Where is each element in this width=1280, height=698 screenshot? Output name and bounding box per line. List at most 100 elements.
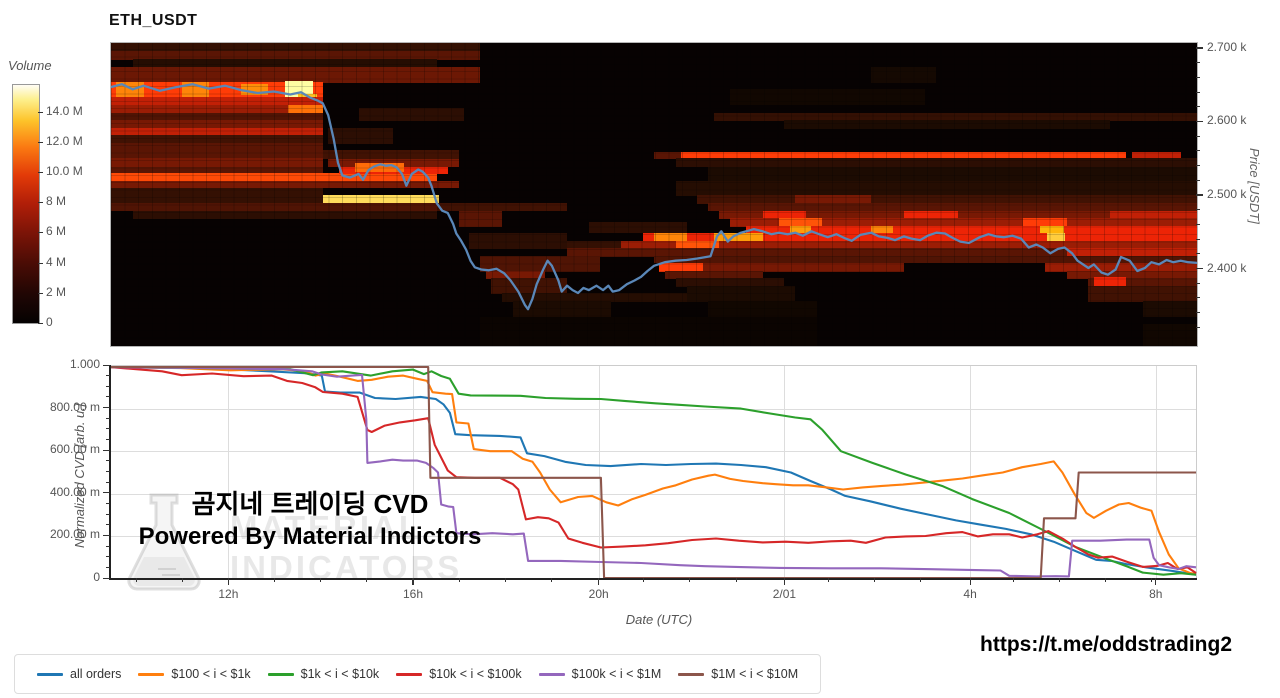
cvd-minor-tick: [106, 481, 110, 483]
heat-band: [871, 67, 937, 83]
heat-band: [1110, 210, 1197, 219]
heat-band: [1023, 218, 1067, 227]
price-major-tick: [1196, 194, 1203, 196]
price-minor-tick: [1196, 253, 1200, 255]
heat-band: [1066, 270, 1197, 279]
heat-band: [1142, 301, 1197, 318]
date-minor-tick: [366, 578, 368, 582]
legend-line-swatch: [267, 672, 294, 676]
legend-line-swatch: [138, 672, 165, 676]
cvd-chart: MATERIAL INDICATORS 곰지네 트레이딩 CVD Powered…: [109, 365, 1197, 591]
cvd-minor-tick: [106, 385, 110, 387]
cvd-tick-label: 400.00 m: [49, 484, 100, 499]
heat-band: [708, 203, 1197, 212]
date-minor-tick: [1150, 578, 1152, 582]
colorbar-tick-label: 10.0 M: [46, 164, 83, 179]
heat-band: [111, 81, 323, 98]
heat-band: [871, 226, 893, 234]
heat-band: [111, 112, 323, 121]
date-minor-tick: [1104, 578, 1106, 582]
date-minor-tick: [181, 578, 183, 582]
colorbar-tick: [38, 202, 43, 204]
heat-band: [328, 158, 459, 168]
heat-band: [111, 181, 459, 189]
colorbar-tick-label: 4 M: [46, 254, 67, 269]
date-minor-tick: [735, 578, 737, 582]
heat-band: [730, 218, 1197, 227]
heat-band: [111, 128, 323, 136]
price-minor-tick: [1196, 326, 1200, 328]
heat-band: [903, 210, 959, 219]
heat-band: [458, 210, 502, 227]
legend: all orders $100 < i < $1k $1k < i < $10k $1…: [14, 654, 822, 694]
heat-band: [132, 59, 437, 68]
price-volume-heatmap: [110, 42, 1198, 347]
heat-band: [111, 134, 323, 144]
date-minor-tick: [1058, 578, 1060, 582]
cvd-major-tick: [103, 449, 110, 451]
colorbar-tick-label: 0: [46, 314, 53, 329]
price-line: [111, 83, 1197, 311]
cvd-minor-tick: [106, 471, 110, 472]
legend-label: $1M < i < $10M: [711, 667, 799, 681]
price-minor-tick: [1196, 238, 1200, 240]
price-minor-tick: [1196, 282, 1200, 284]
date-minor-tick: [504, 578, 506, 582]
colorbar-tick-label: 6 M: [46, 224, 67, 239]
legend-line-swatch: [678, 672, 705, 676]
colorbar-tick: [38, 292, 43, 294]
heat-band: [111, 143, 323, 151]
gridline-v: [970, 366, 972, 579]
heat-band: [512, 301, 611, 318]
heat-band: [746, 226, 1197, 234]
heat-band: [111, 104, 323, 114]
price-minor-tick: [1196, 165, 1200, 167]
heat-band: [675, 278, 785, 288]
volume-colorbar: [12, 84, 40, 324]
price-minor-tick: [1196, 91, 1200, 93]
heat-band: [588, 221, 687, 234]
heat-band: [643, 232, 1197, 242]
heat-band: [675, 158, 1197, 168]
heat-band: [111, 203, 459, 212]
legend-item: $1M < i < $10M: [678, 667, 798, 681]
heat-band: [1088, 286, 1197, 302]
legend-item: $100 < i < $1k: [138, 667, 251, 681]
legend-label: $100k < i < $1M: [571, 667, 662, 681]
date-minor-tick: [689, 578, 691, 582]
heat-band: [132, 210, 437, 219]
heat-band: [358, 108, 464, 121]
date-minor-tick: [643, 578, 645, 582]
heat-band: [659, 262, 703, 272]
cvd-minor-tick: [106, 428, 110, 430]
date-tick-label: 16h: [402, 587, 423, 601]
cvd-major-tick: [103, 534, 110, 537]
heat-band: [621, 240, 1197, 249]
heat-band: [355, 162, 405, 173]
heat-band: [778, 218, 823, 227]
date-minor-tick: [550, 578, 552, 582]
overlay-caption-line2: Powered By Material Indictors: [138, 522, 482, 550]
heat-band: [241, 84, 269, 96]
colorbar-tick: [38, 262, 43, 264]
price-axis-label: Price [USDT]: [1247, 148, 1262, 224]
cvd-tick-label: 200.00 m: [49, 527, 100, 542]
heat-band: [762, 210, 807, 219]
gridline-h: [110, 408, 1196, 410]
heat-band: [730, 89, 926, 106]
price-major-tick: [1196, 47, 1203, 49]
gridline-v: [784, 366, 786, 579]
date-minor-tick: [135, 578, 137, 582]
price-tick-label: 2.700 k: [1207, 39, 1247, 54]
gridline-v: [228, 366, 230, 579]
colorbar-tick: [38, 142, 43, 144]
price-minor-tick: [1196, 312, 1200, 314]
heat-band: [111, 43, 481, 52]
heat-band: [111, 166, 323, 174]
date-tick-label: 8h: [1149, 587, 1163, 601]
overlay-caption-line1: 곰지네 트레이딩 CVD: [191, 489, 429, 519]
legend-label: $100 < i < $1k: [171, 667, 251, 681]
colorbar-tick: [38, 172, 43, 174]
gridline-v: [598, 366, 600, 579]
